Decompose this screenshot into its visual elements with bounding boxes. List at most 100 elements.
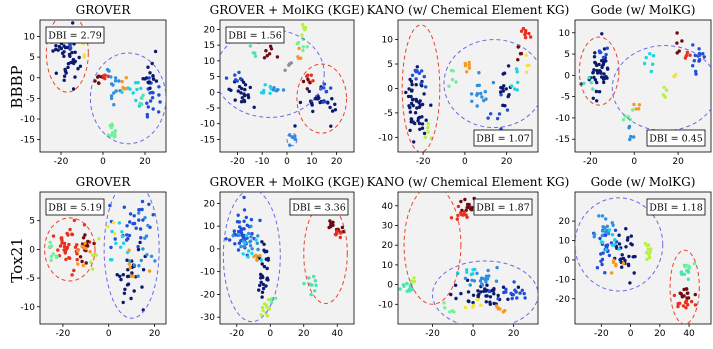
scatter-point [621,256,626,261]
scatter-point [89,260,93,264]
scatter-point [151,91,155,95]
scatter-point [321,100,325,104]
scatter-point [604,217,608,221]
scatter-point [268,44,273,48]
scatter-point [236,248,241,252]
y-tick-label: -10 [378,300,393,310]
scatter-point [109,94,114,98]
scatter-point [599,240,603,244]
scatter-point [311,109,315,114]
scatter-point [249,235,253,239]
scatter-point [501,89,505,93]
scatter-point [67,242,71,247]
scatter-point [266,256,270,261]
scatter-point [301,48,305,53]
scatter-point [486,268,490,273]
scatter-point [140,102,144,106]
scatter-point [524,53,528,57]
scatter-point [261,286,266,291]
x-tick-label: 40 [683,329,695,339]
scatter-point [485,294,489,298]
scatter-point [64,257,68,262]
scatter-point [494,279,499,283]
scatter-point [410,98,415,102]
scatter-point [684,53,689,58]
scatter-point [447,84,451,88]
scatter-point [467,202,471,207]
cluster-ellipse [669,249,700,324]
scatter-points [45,21,162,139]
scatter-point [260,295,264,299]
scatter-point [275,88,279,92]
scatter-point [415,106,419,110]
scatter-point [137,185,140,188]
scatter-point [302,281,306,286]
scatter-point [117,79,121,83]
scatter-point [492,301,496,306]
scatter-point [80,244,84,249]
scatter-point [151,74,155,78]
scatter-point [315,97,319,101]
scatter-point [237,85,242,89]
scatter-point [270,301,274,305]
scatter-point [475,92,480,96]
scatter-point [614,264,618,268]
scatter-point [146,105,150,109]
scatter-point [405,281,409,286]
scatter-point [410,287,415,292]
scatter-point [684,287,689,291]
scatter-point [64,247,68,252]
scatter-point [261,282,265,287]
scatter-point [424,118,428,122]
scatter-point [501,285,506,289]
scatter-point [151,77,156,81]
scatter-point [465,70,469,74]
scatter-point [244,215,248,220]
scatter-point [250,232,254,236]
scatter-point [253,51,257,55]
scatter-point [613,228,618,232]
scatter-point [147,80,151,84]
scatter-point [503,104,507,108]
scatter-point [68,227,72,232]
scatter-point [414,77,418,81]
scatter-point [476,293,480,298]
scatter-point [139,258,143,263]
x-tick-label: 20 [139,157,151,167]
y-tick-label: -5 [206,104,215,114]
panel-title: Gode (w/ MolKG) [591,175,696,189]
scatter-point [73,75,77,79]
x-tick-label: 0 [631,157,637,167]
scatter-point [326,101,330,105]
scatter-point [506,64,511,68]
scatter-point [527,31,531,36]
cluster-ellipse [403,192,462,305]
scatter-point [480,283,485,287]
scatter-point [679,270,684,274]
scatter-point [426,126,430,130]
scatter-point [686,303,690,307]
y-tick-label: 5 [29,53,35,63]
scatter-point [131,274,136,278]
scatter-point [405,289,409,293]
scatter-point [633,254,637,259]
scatter-point [237,233,241,237]
scatter-point [62,50,66,54]
scatter-point [260,290,265,294]
scatter-point [109,75,113,79]
scatter-point [471,268,475,272]
scatter-point [228,238,232,242]
scatter-point [81,236,86,240]
scatter-point [248,244,253,248]
scatter-point [242,98,246,103]
scatter-point [406,170,409,173]
scatter-point [283,68,287,73]
scatter-point [113,79,118,83]
scatter-point [449,292,453,297]
scatter-point [233,73,237,77]
scatter-point [122,291,127,295]
scatter-point [467,60,471,65]
panel-3: KANO (w/ Chemical Element KG) -20 0 20 -10 -5… [367,3,570,173]
scatter-point [647,253,651,257]
scatter-point [329,124,333,128]
